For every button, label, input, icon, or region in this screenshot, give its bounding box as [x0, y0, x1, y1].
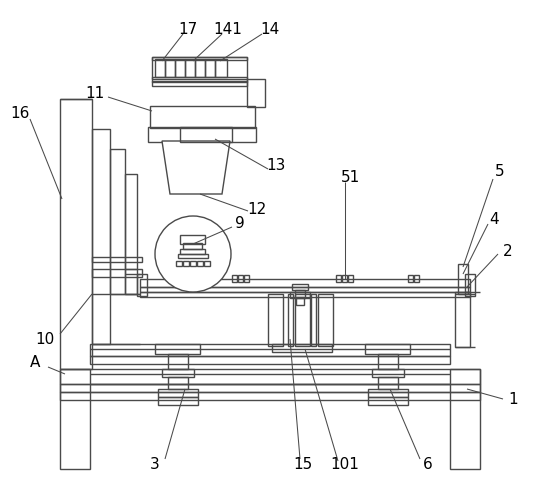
Text: 13: 13: [266, 158, 286, 173]
Bar: [336, 276, 341, 282]
Bar: [150, 107, 255, 129]
Text: 6: 6: [423, 456, 433, 471]
Bar: [318, 294, 333, 346]
Bar: [205, 60, 215, 78]
Polygon shape: [162, 142, 230, 194]
Bar: [378, 354, 398, 369]
Text: 2: 2: [503, 244, 513, 259]
Text: 14: 14: [261, 23, 280, 37]
Bar: [90, 344, 450, 356]
Text: 16: 16: [10, 105, 30, 120]
Bar: [368, 397, 408, 405]
Bar: [92, 269, 142, 277]
Text: 101: 101: [331, 456, 359, 471]
Bar: [175, 60, 185, 78]
Bar: [60, 369, 90, 469]
Bar: [60, 369, 480, 384]
Bar: [378, 377, 398, 389]
Bar: [342, 276, 347, 282]
Bar: [288, 294, 293, 346]
Bar: [408, 276, 413, 282]
Bar: [458, 264, 468, 294]
Text: 51: 51: [340, 170, 359, 185]
Bar: [178, 254, 208, 258]
Text: 10: 10: [35, 332, 55, 347]
Bar: [414, 276, 419, 282]
Bar: [140, 279, 470, 288]
Text: 4: 4: [489, 212, 499, 227]
Bar: [268, 294, 283, 346]
Bar: [272, 344, 332, 352]
Text: 141: 141: [213, 23, 242, 37]
Bar: [190, 262, 196, 266]
Bar: [244, 276, 249, 282]
Bar: [465, 275, 475, 296]
Bar: [295, 294, 310, 346]
Bar: [60, 392, 480, 400]
Text: 12: 12: [248, 202, 267, 217]
Bar: [180, 250, 205, 254]
Bar: [60, 384, 480, 392]
Bar: [110, 150, 125, 294]
Bar: [450, 369, 480, 469]
Bar: [152, 58, 247, 80]
Bar: [140, 292, 470, 298]
Bar: [125, 175, 137, 294]
Bar: [455, 292, 470, 347]
Bar: [295, 290, 305, 299]
Bar: [168, 377, 188, 389]
Text: 15: 15: [293, 456, 313, 471]
Bar: [90, 356, 450, 364]
Bar: [158, 389, 198, 397]
Bar: [185, 60, 195, 78]
Bar: [60, 100, 92, 369]
Bar: [158, 397, 198, 405]
Bar: [152, 58, 247, 61]
Bar: [148, 128, 256, 143]
Bar: [183, 243, 202, 250]
Bar: [137, 275, 147, 296]
Text: A: A: [30, 355, 40, 370]
Bar: [365, 344, 410, 354]
Text: 3: 3: [150, 456, 160, 471]
Bar: [152, 82, 247, 87]
Bar: [155, 60, 165, 78]
Bar: [168, 354, 188, 369]
Bar: [165, 60, 175, 78]
Bar: [183, 262, 189, 266]
Bar: [247, 80, 265, 108]
Bar: [204, 262, 210, 266]
Bar: [176, 262, 182, 266]
Bar: [197, 262, 203, 266]
Text: 17: 17: [178, 23, 198, 37]
Bar: [195, 60, 205, 78]
Text: 1: 1: [508, 392, 518, 407]
Text: 11: 11: [85, 85, 105, 100]
Bar: [290, 292, 310, 299]
Bar: [152, 78, 247, 83]
Bar: [292, 285, 308, 290]
Bar: [296, 298, 304, 305]
Bar: [368, 389, 408, 397]
Text: 5: 5: [495, 164, 505, 179]
Bar: [311, 294, 316, 346]
Bar: [232, 276, 237, 282]
Bar: [348, 276, 353, 282]
Bar: [162, 369, 194, 377]
Bar: [238, 276, 243, 282]
Bar: [180, 128, 232, 143]
Bar: [372, 369, 404, 377]
Bar: [155, 344, 200, 354]
Bar: [92, 130, 110, 344]
Text: 9: 9: [235, 216, 245, 231]
Bar: [180, 236, 205, 244]
Bar: [140, 288, 470, 292]
Bar: [215, 60, 227, 78]
Bar: [92, 257, 142, 263]
Circle shape: [155, 216, 231, 292]
